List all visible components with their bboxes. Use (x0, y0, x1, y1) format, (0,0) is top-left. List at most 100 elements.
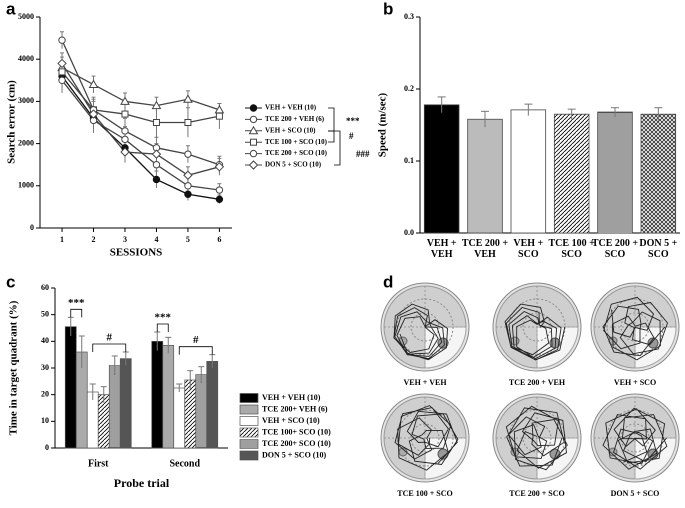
x-tick-label: 2 (92, 235, 96, 244)
series-line (61, 63, 220, 176)
legend-label: TCE 200+ VEH (6) (262, 404, 328, 413)
x-tick-label: 3 (123, 235, 127, 244)
maze (590, 393, 680, 483)
x-tick-label: DON 5 + SCO (639, 238, 678, 260)
marker (152, 175, 161, 184)
x-tick-label: VEH + VEH (426, 238, 457, 260)
legend-marker (250, 138, 257, 146)
y-tick-label: 2000 (18, 138, 34, 147)
series-line (61, 67, 220, 111)
maze-label: VEH + VEH (403, 378, 447, 387)
series-line (61, 39, 220, 166)
y-tick-label: 0.1 (404, 156, 414, 165)
series-line (61, 79, 220, 191)
marker (120, 147, 130, 157)
error-bar (481, 110, 489, 128)
legend-swatch (239, 404, 259, 415)
y-tick-label: 10 (41, 416, 49, 425)
bar (162, 344, 175, 449)
series-line (61, 71, 220, 124)
marker (151, 149, 162, 159)
swim-track (505, 405, 568, 471)
platform (437, 337, 449, 349)
marker (215, 112, 223, 120)
y-tick-label: 1000 (18, 181, 34, 190)
marker (57, 58, 67, 69)
maze-label: VEH + SCO (614, 378, 656, 387)
legend-label: DON 5 + SCO (10) (262, 450, 326, 459)
y-tick-label: 20 (41, 389, 49, 398)
y-tick-label: 0 (30, 223, 34, 232)
marker (88, 109, 99, 119)
y-tick-label: 0.0 (404, 228, 414, 237)
bracket (92, 343, 127, 352)
panel-label: c (6, 272, 15, 291)
x-tick-label: 1 (60, 235, 64, 244)
legend-label: DON 5 + SCO (10) (265, 161, 322, 169)
bar (184, 379, 197, 449)
error-bar (89, 383, 96, 400)
marker (58, 76, 66, 85)
annotation: ### (356, 149, 370, 159)
swim-track (394, 405, 459, 471)
zone-ring (620, 312, 650, 342)
maze (492, 393, 582, 483)
maze (590, 282, 680, 372)
legend-swatch (239, 427, 259, 438)
legend-label: VEH + VEH (10) (262, 393, 321, 402)
marker (152, 119, 160, 126)
bar (173, 387, 186, 449)
swim-track (504, 303, 566, 361)
legend-marker (249, 149, 258, 158)
bracket (328, 107, 335, 132)
marker (183, 94, 193, 103)
marker (184, 150, 192, 158)
marker (121, 110, 129, 118)
legend-label: VEH + SCO (10) (265, 126, 316, 134)
bracket (334, 130, 341, 166)
bar (86, 391, 99, 449)
y-tick-label: 0.2 (404, 84, 414, 93)
bar (640, 113, 677, 234)
legend-marker (249, 115, 258, 124)
x-tick-label: VEH + SCO (513, 238, 544, 260)
error-bar (198, 366, 205, 383)
legend-label: TCE 200 + VEH (6) (265, 115, 325, 123)
legend-label: TCE 200+ SCO (10) (262, 439, 331, 448)
marker (184, 119, 192, 126)
y-tick-label: 0.3 (404, 12, 414, 21)
legend-marker (248, 160, 259, 170)
error-bar (567, 108, 576, 120)
error-bar (176, 383, 183, 392)
marker (184, 182, 192, 190)
x-tick-label: TCE 100 + SCO (548, 238, 595, 260)
maze-label: TCE 200 + SCO (509, 489, 564, 498)
legend-label: VEH + SCO (10) (262, 416, 320, 425)
panel-label: a (6, 0, 16, 18)
annotation: *** (346, 116, 360, 126)
y-tick-label: 4000 (18, 54, 34, 63)
marker (121, 135, 129, 144)
error-bar (524, 103, 533, 116)
error-bar (654, 107, 663, 121)
error-bar (437, 96, 446, 113)
legend-marker (248, 125, 259, 135)
marker (214, 162, 225, 172)
x-tick-label: 5 (186, 235, 190, 244)
bracket (70, 308, 83, 318)
marker (215, 195, 224, 204)
x-tick-label: Second (169, 458, 200, 469)
legend-swatch (239, 450, 259, 461)
legend-label: TCE 200 + SCO (10) (265, 149, 328, 157)
annotation: *** (155, 312, 172, 324)
error-bar (111, 355, 118, 375)
maze (380, 282, 470, 372)
y-axis-label: Speed (m/sec) (377, 92, 389, 157)
maze (492, 282, 582, 372)
legend-label: TCE 100+ SCO (10) (262, 427, 331, 436)
legend-swatch (239, 439, 259, 449)
y-tick-label: 60 (41, 283, 49, 292)
legend-label: TCE 100 + SCO (10) (265, 138, 328, 146)
x-tick-label: TCE 200 + SCO (591, 238, 639, 260)
